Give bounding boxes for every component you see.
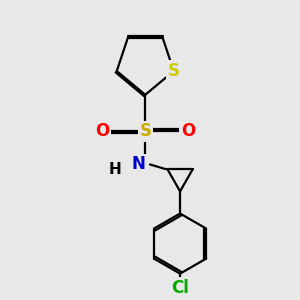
- Text: O: O: [181, 122, 195, 140]
- Text: H: H: [109, 162, 122, 177]
- Text: S: S: [168, 62, 180, 80]
- Text: Cl: Cl: [171, 279, 189, 297]
- Text: N: N: [131, 155, 145, 173]
- Text: S: S: [139, 122, 151, 140]
- Text: O: O: [95, 122, 110, 140]
